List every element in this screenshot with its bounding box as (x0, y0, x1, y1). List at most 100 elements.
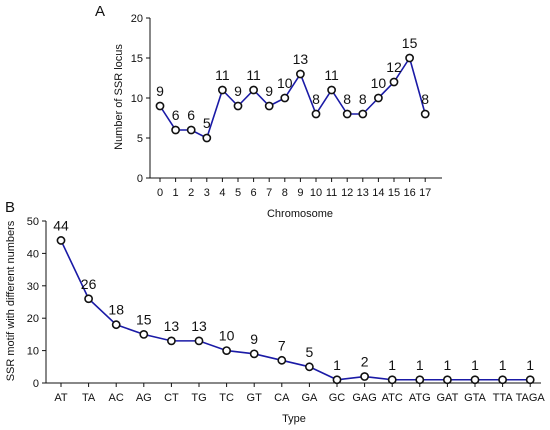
panel-b-x-tick-label: ATC (382, 392, 403, 404)
panel-a-data-label: 9 (156, 83, 164, 99)
panel-b-data-label: 44 (53, 217, 69, 233)
panel-b-data-label: 5 (306, 344, 314, 360)
panel-a-data-label: 8 (359, 91, 367, 107)
panel-a-data-point (342, 109, 352, 119)
panel-a-data-point (280, 93, 290, 103)
panel-a-data-point (202, 133, 212, 143)
panel-a-data-point (171, 125, 180, 135)
panel-b-x-tick-label: TC (219, 392, 234, 404)
panel-a-data-point (373, 93, 383, 103)
panel-a-data-point (311, 109, 321, 119)
panel-a-data-point (358, 109, 368, 119)
panel-a-y-tick-label: 5 (137, 133, 143, 145)
panel-b-motif-chart: B Type SSR motif with different numbers … (5, 199, 545, 425)
panel-a-x-axis-label: Chromosome (267, 208, 333, 220)
panel-b-x-tick-label: TAGA (516, 392, 546, 404)
panel-b-data-point (139, 329, 149, 339)
panel-a-x-tick-label: 3 (204, 187, 210, 199)
panel-b-data-label: 7 (278, 337, 286, 353)
panel-b-data-point (304, 362, 314, 372)
panel-a-data-label: 8 (421, 91, 429, 107)
panel-a-x-tick-label: 6 (251, 187, 257, 199)
panel-b-data-point (84, 294, 93, 304)
panel-b-y-tick-label: 30 (27, 281, 39, 293)
panel-a-data-label: 13 (293, 51, 309, 67)
panel-b-data-label: 10 (219, 328, 235, 344)
panel-b-data-label: 1 (526, 357, 534, 373)
panel-a-x-tick-label: 11 (326, 187, 337, 199)
panel-b-data-label: 1 (444, 357, 452, 373)
panel-b-data-point (332, 375, 342, 385)
panel-b-data-point (277, 355, 287, 365)
panel-a-data-label: 9 (234, 83, 242, 99)
panel-b-data-point (498, 375, 507, 385)
panel-a-y-tick-label: 20 (131, 13, 143, 25)
panel-a-data-label: 11 (215, 67, 230, 83)
panel-a-data-label: 11 (246, 67, 261, 83)
panel-a-x-tick-label: 4 (219, 187, 225, 199)
panel-b-data-point (525, 375, 535, 385)
panel-b-data-label: 13 (191, 318, 207, 334)
panel-a-data-point (389, 77, 399, 87)
panel-b-x-tick-label: CA (274, 392, 290, 404)
panel-b-data-label: 1 (471, 357, 479, 373)
panel-b-data-label: 1 (333, 357, 341, 373)
panel-a-data-label: 11 (324, 67, 339, 83)
panel-b-y-tick-label: 10 (27, 346, 39, 358)
panel-b-x-tick-label: GT (247, 392, 263, 404)
panel-a-x-tick-label: 7 (266, 187, 272, 199)
panel-b-data-point (166, 336, 176, 346)
panel-a-data-point (155, 101, 165, 111)
panel-a-x-tick-label: 14 (372, 187, 384, 199)
panel-b-y-tick-label: 50 (27, 216, 39, 228)
panel-a-data-point (249, 85, 258, 95)
panel-b-x-tick-label: AC (109, 392, 124, 404)
panel-a-y-tick-label: 10 (131, 93, 143, 105)
panel-a-x-tick-label: 17 (419, 187, 431, 199)
panel-a-data-point (217, 85, 227, 95)
panel-b-x-tick-label: TTA (493, 392, 514, 404)
panel-b-data-label: 13 (164, 318, 180, 334)
panel-a-x-tick-label: 5 (235, 187, 241, 199)
panel-b-data-point (194, 336, 204, 346)
panel-a-data-label: 9 (265, 83, 273, 99)
panel-b-x-tick-label: GC (329, 392, 346, 404)
panel-b-x-tick-label: GAG (352, 392, 376, 404)
panel-b-x-tick-label: TA (82, 392, 96, 404)
panel-a-x-tick-label: 13 (357, 187, 369, 199)
panel-b-data-label: 1 (499, 357, 507, 373)
panel-b-data-label: 1 (388, 357, 396, 373)
panel-a-data-point (405, 53, 414, 63)
panel-a-data-label: 8 (312, 91, 320, 107)
panel-b-data-point (222, 346, 231, 355)
panel-b-x-tick-label: AT (54, 392, 68, 404)
panel-b-y-tick-label: 20 (27, 313, 39, 325)
panel-a-data-point (233, 101, 243, 111)
panel-b-series-line (60, 240, 531, 381)
panel-b-data-point (442, 375, 452, 385)
panel-a-data-label: 6 (172, 107, 180, 123)
panel-a-label: A (95, 3, 105, 20)
panel-a-data-label: 8 (343, 91, 351, 107)
panel-a-y-tick-label: 0 (137, 173, 143, 185)
panel-b-label: B (5, 199, 15, 216)
panel-a-data-point (420, 109, 430, 119)
panel-a-x-tick-label: 1 (173, 187, 179, 199)
panel-b-y-tick-label: 40 (27, 248, 39, 260)
panel-b-y-axis-label: SSR motif with different numbers (5, 220, 17, 381)
panel-a-data-label: 6 (187, 107, 195, 123)
panel-a-data-label: 12 (386, 59, 402, 75)
panel-a-x-tick-label: 16 (403, 187, 415, 199)
panel-b-data-point (387, 375, 397, 385)
panel-b-data-label: 1 (416, 357, 424, 373)
panel-b-data-point (249, 349, 259, 359)
panel-a-data-label: 15 (402, 35, 418, 51)
panel-b-x-axis-label: Type (282, 413, 306, 425)
panel-a-y-tick-label: 15 (131, 53, 143, 65)
panel-b-x-tick-label: TG (191, 392, 206, 404)
panel-b-y-tick-label: 0 (33, 378, 39, 390)
panel-b-data-point (56, 236, 66, 245)
panel-b-x-tick-label: AG (136, 392, 152, 404)
panel-b-data-point (360, 372, 369, 381)
